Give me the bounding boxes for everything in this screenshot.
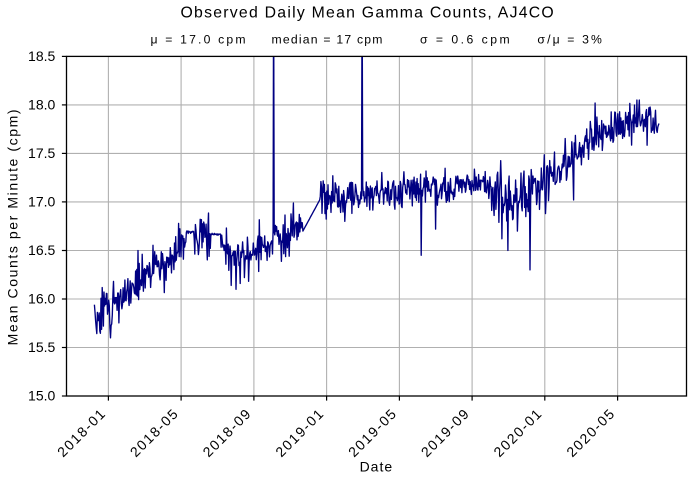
svg-text:17.0: 17.0: [28, 194, 55, 210]
svg-text:Date: Date: [360, 459, 394, 475]
svg-text:17.5: 17.5: [28, 145, 55, 161]
svg-text:15.0: 15.0: [28, 388, 55, 404]
svg-text:18.5: 18.5: [28, 48, 55, 64]
svg-text:16.0: 16.0: [28, 291, 55, 307]
svg-text:median = 17 cpm: median = 17 cpm: [272, 33, 384, 47]
svg-text:15.5: 15.5: [28, 339, 55, 355]
svg-text:μ = 17.0 cpm: μ = 17.0 cpm: [151, 33, 248, 47]
svg-text:σ = 0.6 cpm: σ = 0.6 cpm: [420, 33, 512, 47]
svg-text:18.0: 18.0: [28, 97, 55, 113]
svg-text:Mean Counts per Minute (cpm): Mean Counts per Minute (cpm): [5, 108, 21, 346]
svg-text:16.5: 16.5: [28, 242, 55, 258]
svg-text:Observed Daily Mean Gamma Coun: Observed Daily Mean Gamma Counts, AJ4CO: [181, 5, 555, 22]
svg-text:σ/μ = 3%: σ/μ = 3%: [537, 33, 604, 47]
